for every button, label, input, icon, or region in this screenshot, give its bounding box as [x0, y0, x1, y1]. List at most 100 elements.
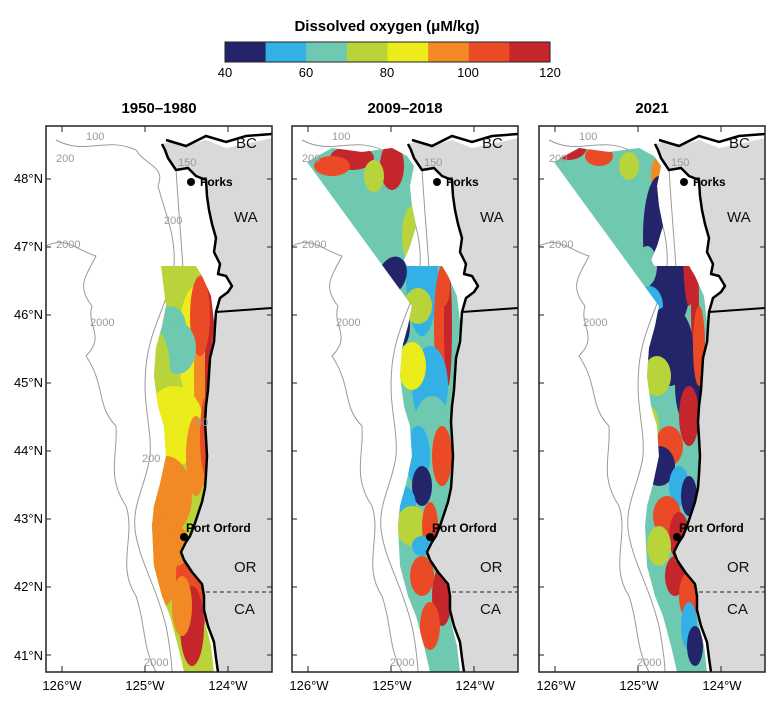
city-marker-port-orford [673, 533, 681, 541]
lat-label: 48°N [14, 171, 43, 186]
city-label-port-orford: Port Orford [679, 521, 744, 535]
contour-label-100: 100 [579, 131, 597, 143]
colorbar-cell [225, 42, 266, 62]
colorbar-cell [428, 42, 470, 62]
lon-label: 124°W [702, 678, 742, 693]
strait-shore [411, 132, 518, 148]
lon-label: 126°W [289, 678, 329, 693]
contour-label-2000: 2000 [144, 657, 168, 669]
oxygen-patch [404, 288, 432, 324]
oxygen-patch [396, 506, 428, 546]
lon-label: 125°W [125, 678, 165, 693]
oxygen-patch [314, 156, 350, 176]
latitude-axis: 48°N 47°N 46°N 45°N 44°N 43°N 42°N 41°N [14, 171, 43, 663]
contour-2000 [539, 242, 650, 672]
contour-label-2000: 2000 [336, 317, 360, 329]
region-label-wa: WA [727, 209, 751, 226]
lat-label: 43°N [14, 511, 43, 526]
colorbar-tick-label: 120 [539, 65, 561, 80]
lon-label: 124°W [208, 678, 248, 693]
colorbar-cell [468, 42, 510, 62]
city-label-forks: Forks [693, 175, 726, 189]
colorbar-tick-label: 100 [457, 65, 479, 80]
lon-label: 125°W [372, 678, 412, 693]
lon-label: 125°W [619, 678, 659, 693]
contour-label-100: 100 [332, 131, 350, 143]
contour-label-2000: 2000 [637, 657, 661, 669]
oxygen-patch [647, 526, 671, 566]
columbia-river [708, 307, 765, 313]
region-label-or: OR [727, 559, 750, 576]
region-label-ca: CA [234, 601, 255, 618]
contour-2000 [46, 242, 157, 672]
contour-label-200: 200 [56, 153, 74, 165]
city-marker-port-orford [180, 533, 188, 541]
lat-label: 46°N [14, 307, 43, 322]
region-label-bc: BC [482, 135, 503, 152]
lat-label: 41°N [14, 648, 43, 663]
contour-200 [55, 139, 175, 672]
colorbar-cells [225, 42, 551, 62]
contour-label-150: 150 [424, 157, 442, 169]
city-label-port-orford: Port Orford [186, 521, 251, 535]
region-label-wa: WA [480, 209, 504, 226]
contour-label-150: 150 [178, 157, 196, 169]
oxygen-patch [398, 342, 426, 390]
colorbar-cell [346, 42, 388, 62]
region-label-bc: BC [729, 135, 750, 152]
region-label-bc: BC [236, 135, 257, 152]
contour-label-200: 200 [142, 453, 160, 465]
colorbar-cell [265, 42, 307, 62]
lat-label: 45°N [14, 375, 43, 390]
panel-title-3: 2021 [635, 100, 668, 117]
land [408, 126, 518, 672]
contour-label-100: 100 [86, 131, 104, 143]
panel-title-1: 1950–1980 [121, 100, 196, 117]
colorbar-tick-label: 60 [299, 65, 313, 80]
panel-frame [538, 125, 766, 673]
oxygen-patch [687, 626, 703, 666]
oxygen-patch [438, 266, 450, 306]
city-label-forks: Forks [200, 175, 233, 189]
city-marker-forks [433, 178, 441, 186]
lon-label: 126°W [42, 678, 82, 693]
city-marker-port-orford [426, 533, 434, 541]
colorbar-cell [306, 42, 348, 62]
coastline [653, 143, 727, 672]
city-label-forks: Forks [446, 175, 479, 189]
map-panel-1: 100 200 2000 2000 2000 150 200 200 50 BC WA OR CA For… [45, 125, 273, 673]
contour-label-200: 200 [164, 215, 182, 227]
panel-title-2: 2009–2018 [367, 100, 442, 117]
oxygen-patch [172, 576, 192, 636]
contour-label-2000: 2000 [302, 239, 326, 251]
axis-ticks [539, 126, 765, 672]
lat-label: 47°N [14, 239, 43, 254]
colorbar-cell [387, 42, 429, 62]
oxygen-patch [410, 556, 434, 596]
contour-label-50: 50 [196, 417, 208, 429]
region-label-wa: WA [234, 209, 258, 226]
axis-ticks [46, 126, 272, 672]
map-panel-3: 100 200 2000 2000 2000 150 BC WA OR CA Forks Port O… [538, 125, 766, 673]
columbia-river [461, 307, 518, 313]
contour-label-150: 150 [671, 157, 689, 169]
land [162, 126, 272, 672]
oxygen-patch [679, 386, 699, 446]
city-marker-forks [680, 178, 688, 186]
oxygen-patch [619, 152, 639, 180]
coastline [160, 143, 234, 672]
colorbar-frame [224, 41, 551, 63]
city-label-port-orford: Port Orford [432, 521, 497, 535]
panel-frame [291, 125, 519, 673]
contour-label-2000: 2000 [583, 317, 607, 329]
contour-label-2000: 2000 [90, 317, 114, 329]
oxygen-patch [190, 276, 210, 356]
oxygen-patch [643, 356, 671, 396]
oxygen-patch [637, 246, 657, 286]
colorbar-cell [509, 42, 551, 62]
panel-frame [45, 125, 273, 673]
coastline [406, 143, 480, 672]
oxygen-patch [412, 466, 432, 506]
lat-label: 42°N [14, 579, 43, 594]
contour-2000 [292, 242, 403, 672]
